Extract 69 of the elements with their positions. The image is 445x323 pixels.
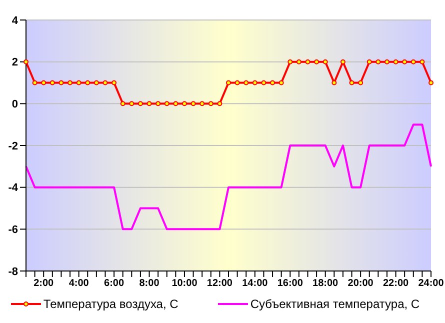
y-tick-label: -2 — [8, 140, 18, 152]
x-tick-label: 12:00 — [206, 278, 233, 290]
x-tick-label: 24:00 — [418, 278, 444, 290]
point — [322, 59, 328, 64]
point — [358, 80, 364, 86]
x-tick-label: 4:00 — [68, 278, 90, 290]
point — [156, 101, 161, 106]
point — [58, 80, 64, 86]
point — [173, 101, 178, 106]
point — [182, 101, 187, 106]
x-tick-label: 22:00 — [382, 278, 410, 290]
point — [393, 59, 398, 64]
point — [332, 80, 337, 86]
point — [200, 101, 205, 106]
point — [138, 101, 143, 106]
point — [50, 80, 55, 86]
point — [120, 101, 126, 106]
point — [261, 80, 266, 86]
y-tick-label: -4 — [8, 182, 19, 194]
point — [164, 101, 170, 106]
point — [366, 59, 372, 64]
point — [410, 59, 416, 64]
point — [76, 80, 82, 86]
point — [340, 59, 346, 64]
point — [112, 80, 117, 86]
legend-label: Температура воздуха, С — [43, 297, 178, 311]
x-tick-label: 18:00 — [312, 278, 339, 290]
x-tick-label: 8:00 — [139, 278, 160, 290]
legend-label: Субъективная температура, С — [250, 297, 420, 311]
point — [208, 101, 214, 106]
point — [217, 101, 222, 106]
line-series — [25, 124, 432, 230]
y-tick-label: 2 — [12, 56, 18, 69]
point — [402, 59, 408, 64]
point — [314, 59, 320, 64]
y-tick-label: 4 — [12, 14, 19, 27]
point — [428, 80, 434, 86]
point — [190, 101, 196, 106]
point — [234, 80, 240, 86]
point — [41, 80, 46, 86]
point — [32, 80, 38, 86]
point — [85, 80, 90, 86]
x-tick-label: 2:00 — [34, 278, 54, 290]
point — [252, 80, 258, 86]
point — [278, 80, 284, 86]
point — [384, 59, 390, 64]
x-tick-label: 10:00 — [172, 278, 198, 290]
x-tick-label: 16:00 — [277, 278, 304, 290]
point — [349, 80, 354, 86]
point — [94, 80, 99, 86]
point — [102, 80, 108, 86]
point — [226, 80, 231, 86]
y-tick-label: 0 — [12, 98, 18, 111]
x-tick-label: 6:00 — [104, 278, 124, 290]
x-tick-label: 14:00 — [242, 278, 268, 290]
y-tick-label: -6 — [8, 224, 18, 236]
x-tick-label: 20:00 — [348, 278, 374, 290]
point — [296, 59, 302, 64]
point — [270, 80, 276, 86]
point — [129, 101, 134, 106]
y-tick-label: -8 — [8, 266, 18, 278]
point — [24, 59, 28, 64]
point — [146, 101, 152, 106]
point — [376, 59, 381, 64]
point — [288, 59, 293, 64]
point — [420, 59, 425, 64]
point — [68, 80, 73, 86]
point — [244, 80, 249, 86]
point — [305, 59, 310, 64]
